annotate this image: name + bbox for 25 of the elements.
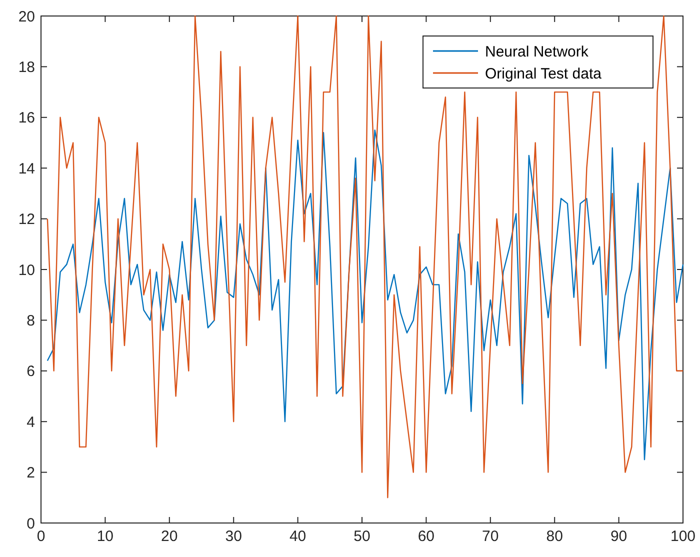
y-tick-label: 10 bbox=[18, 262, 35, 279]
y-tick-label: 0 bbox=[26, 515, 35, 532]
x-tick-label: 100 bbox=[670, 528, 696, 545]
x-tick-label: 10 bbox=[96, 528, 114, 545]
x-tick-label: 80 bbox=[546, 528, 563, 545]
legend-label: Neural Network bbox=[485, 43, 589, 60]
line-series bbox=[46, 129, 684, 460]
y-tick-label: 12 bbox=[18, 211, 35, 228]
y-tick-label: 16 bbox=[18, 110, 35, 127]
x-tick-label: 30 bbox=[225, 528, 242, 545]
y-tick-label: 8 bbox=[26, 312, 35, 330]
y-tick-label: 4 bbox=[26, 414, 35, 431]
legend-label: Original Test data bbox=[485, 65, 602, 82]
line-series bbox=[46, 15, 684, 498]
y-tick-label: 20 bbox=[18, 8, 35, 26]
x-tick-label: 70 bbox=[482, 528, 499, 545]
x-tick-label: 50 bbox=[354, 528, 370, 545]
x-tick-label: 40 bbox=[289, 528, 306, 545]
y-tick-label: 14 bbox=[18, 160, 35, 178]
y-tick-label: 6 bbox=[26, 363, 35, 380]
y-tick-label: 2 bbox=[26, 464, 35, 482]
y-tick-label: 18 bbox=[18, 58, 35, 76]
x-tick-label: 90 bbox=[610, 528, 628, 545]
x-tick-label: 60 bbox=[418, 528, 435, 545]
x-tick-label: 20 bbox=[161, 528, 178, 545]
